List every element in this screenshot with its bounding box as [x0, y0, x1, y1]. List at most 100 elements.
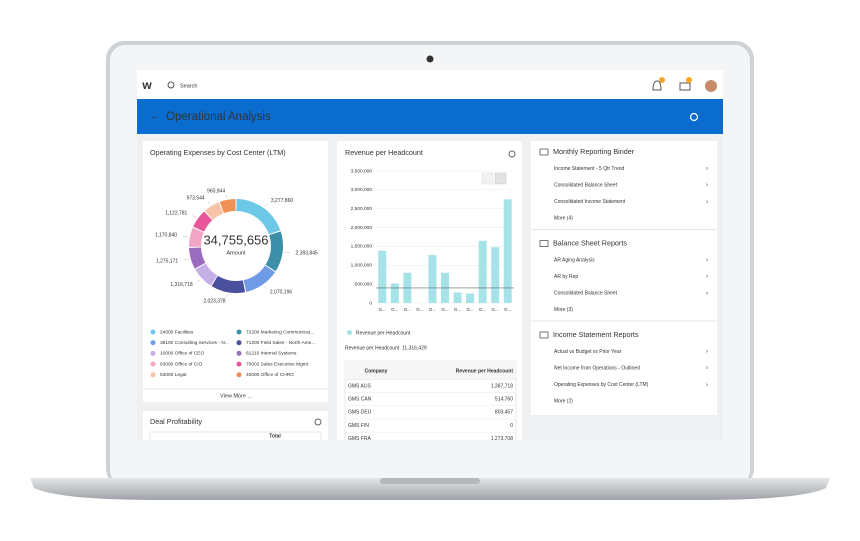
legend-swatch: [236, 329, 242, 335]
column-header: Company: [365, 368, 388, 374]
x-tick-label: G...: [454, 307, 461, 312]
page-header: [137, 99, 723, 134]
chevron: ›: [706, 258, 708, 264]
report-link[interactable]: AR Aging Analysis: [554, 257, 595, 263]
view-more[interactable]: View More ...: [220, 393, 252, 399]
bar[interactable]: [466, 293, 475, 303]
report-link[interactable]: Income Statement - 5 Qtr Trend: [554, 166, 625, 172]
report-link[interactable]: Consolidated Income Statement: [554, 199, 626, 205]
table-cell[interactable]: 803,457: [495, 410, 513, 416]
table-header: [345, 361, 516, 380]
back-arrow[interactable]: ←: [150, 112, 160, 123]
legend-label: 53000 Legal: [160, 372, 186, 378]
chevron: ›: [706, 291, 708, 297]
report-link[interactable]: More (3): [554, 307, 573, 313]
donut-segment: [219, 199, 236, 214]
settings-icon[interactable]: [689, 112, 699, 122]
donut-label: 973,544: [187, 196, 205, 202]
reports-card: [531, 141, 717, 415]
y-tick-label: 0: [369, 300, 372, 306]
settings-icon[interactable]: [314, 418, 322, 426]
donut-label: 3,277,860: [271, 198, 293, 204]
bar[interactable]: [453, 292, 462, 303]
column-header: Revenue per Headcount: [456, 368, 514, 374]
chevron: ›: [706, 366, 708, 372]
x-tick-label: G...: [479, 307, 486, 312]
zoom-out[interactable]: [481, 172, 494, 185]
leader-line: [182, 235, 188, 237]
bar[interactable]: [378, 250, 387, 303]
y-tick-label: 3,000,000: [351, 187, 373, 193]
leader-line: [226, 294, 228, 298]
section-title: Balance Sheet Reports: [553, 238, 627, 247]
deal-card: [143, 411, 328, 440]
table-cell[interactable]: 1,273,708: [491, 436, 513, 442]
x-tick-label: G...: [441, 307, 448, 312]
laptop-base: [30, 478, 830, 500]
bar[interactable]: [428, 254, 437, 303]
y-tick-label: 3,500,000: [351, 168, 373, 174]
legend-label: 70002 Sales Executive Mgmt: [246, 361, 309, 367]
donut-total-label: Amount: [227, 250, 246, 256]
avatar[interactable]: [705, 80, 717, 92]
top-nav: [137, 70, 723, 99]
inbox-icon[interactable]: [679, 82, 691, 91]
donut-label: 2,023,378: [203, 298, 225, 304]
leader-line: [225, 194, 228, 198]
legend-label: 72200 Marketing Communicat...: [246, 329, 314, 335]
search-icon[interactable]: [167, 81, 175, 89]
settings-icon[interactable]: [508, 150, 516, 158]
x-tick-label: G...: [492, 307, 499, 312]
donut-segment: [189, 227, 204, 247]
zoom-in[interactable]: [494, 172, 507, 185]
chevron: ›: [706, 349, 708, 355]
x-tick-label: G...: [391, 307, 398, 312]
deal-table: [149, 431, 322, 440]
screen: w Search ← Operational Analysis Operatin…: [137, 70, 723, 442]
donut-label: 1,316,718: [170, 282, 192, 288]
expenses-card: [143, 141, 328, 402]
table-cell[interactable]: 514,760: [495, 397, 513, 403]
donut-segment: [189, 247, 206, 269]
y-tick-label: 2,000,000: [351, 225, 373, 231]
x-tick-label: G...: [504, 307, 511, 312]
report-link[interactable]: More (4): [554, 216, 573, 222]
donut-segment: [236, 199, 281, 235]
x-tick-label: G...: [466, 307, 473, 312]
leader-line: [263, 286, 267, 290]
report-link[interactable]: AR by Rep: [554, 274, 578, 280]
hinge-notch: [380, 478, 480, 484]
legend-label: Revenue per Headcount: [356, 330, 411, 336]
report-link[interactable]: Actual vs Budget vs Prior Year: [554, 349, 622, 355]
x-tick-label: G...: [429, 307, 436, 312]
table-cell[interactable]: 1,387,718: [491, 383, 513, 389]
bar[interactable]: [478, 240, 487, 303]
leader-line: [183, 258, 189, 261]
donut-label: 1,122,781: [165, 211, 187, 217]
legend-swatch: [150, 340, 156, 346]
logo[interactable]: w: [141, 78, 152, 92]
report-link[interactable]: Consolidated Balance Sheet: [554, 291, 618, 297]
folder-icon: [539, 331, 549, 339]
donut-label: 960,944: [207, 188, 225, 194]
inbox-badge: [686, 77, 692, 83]
donut-label: 2,070,196: [270, 290, 292, 296]
donut-label: 2,393,845: [296, 250, 318, 256]
bar[interactable]: [503, 199, 512, 303]
search-box[interactable]: Search: [180, 83, 197, 89]
report-link[interactable]: Operating Expenses by Cost Center (LTM): [554, 382, 649, 388]
y-tick-label: 500,000: [355, 281, 373, 287]
report-link[interactable]: Net Income from Operations - Outlined: [554, 365, 640, 371]
bar[interactable]: [390, 283, 399, 303]
notifications-icon[interactable]: [652, 80, 662, 91]
report-link[interactable]: More (2): [554, 399, 573, 405]
y-tick-label: 1,500,000: [351, 244, 373, 250]
report-link[interactable]: Consolidated Balance Sheet: [554, 182, 618, 188]
donut-label: 1,170,840: [155, 233, 177, 239]
bar[interactable]: [491, 247, 500, 303]
section-title: Monthly Reporting Binder: [553, 147, 635, 156]
y-tick-label: 2,500,000: [351, 206, 373, 212]
table-cell[interactable]: 0: [510, 423, 513, 429]
